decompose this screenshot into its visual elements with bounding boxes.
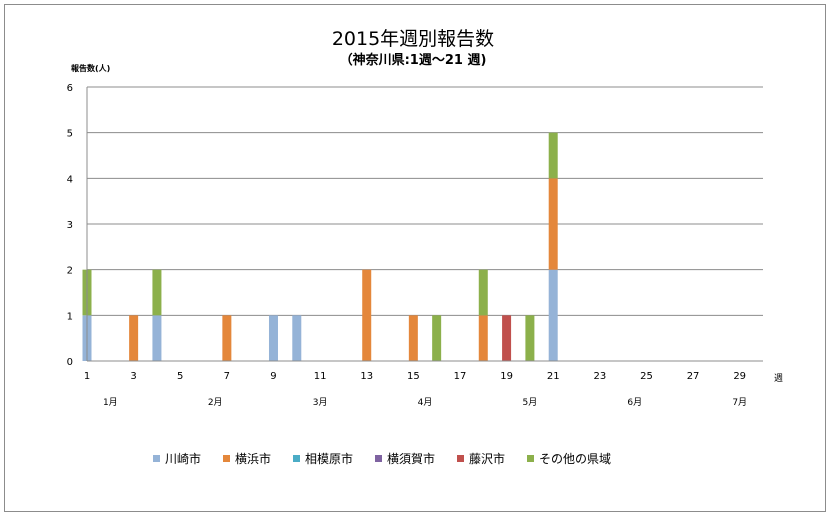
y-tick-label: 3 bbox=[67, 220, 73, 231]
y-tick-labels: 0 1 2 3 4 5 6 bbox=[67, 83, 73, 368]
legend-swatch bbox=[153, 455, 160, 462]
y-tick-label: 5 bbox=[67, 129, 73, 140]
gridlines bbox=[87, 86, 763, 316]
bar-segment bbox=[548, 269, 558, 361]
month-label: 7月 bbox=[732, 397, 747, 408]
bar-segment bbox=[478, 269, 488, 316]
stacked-bar-chart: 2015年週別報告数 （神奈川県:1週〜21 週) 報告数(人) 週 01234… bbox=[67, 28, 783, 466]
bar-segment bbox=[478, 315, 488, 361]
chart-subtitle: （神奈川県:1週〜21 週) bbox=[340, 52, 487, 68]
legend: 川崎市 横浜市 相模原市 横須賀市 藤沢市 その他の県域 bbox=[153, 451, 611, 466]
bar-segment bbox=[525, 315, 535, 361]
bar-segment bbox=[432, 315, 442, 361]
legend-label: 相模原市 bbox=[305, 451, 353, 466]
x-tick-label: 13 bbox=[360, 371, 373, 382]
x-tick-label: 17 bbox=[454, 371, 467, 382]
legend-swatch bbox=[457, 455, 464, 462]
bars-group bbox=[82, 132, 558, 361]
x-tick-label: 1 bbox=[84, 371, 90, 382]
month-labels: 1月 2月 3月 4月 5月 6月 7月 bbox=[103, 397, 747, 408]
y-axis-label: 報告数(人) bbox=[71, 63, 110, 73]
month-label: 6月 bbox=[627, 397, 642, 408]
legend-label: 横浜市 bbox=[235, 451, 271, 466]
bar-segment bbox=[548, 132, 558, 179]
x-tick-label: 29 bbox=[733, 371, 746, 382]
legend-label: その他の県域 bbox=[539, 452, 611, 466]
x-axis-label: 週 bbox=[774, 373, 783, 384]
bar-segment bbox=[152, 315, 162, 361]
x-tick-label: 19 bbox=[500, 371, 513, 382]
x-tick-labels: 1 3 5 7 9 11 13 15 17 19 21 23 25 27 29 bbox=[84, 371, 746, 382]
bar-segment bbox=[408, 315, 418, 361]
x-tick-label: 3 bbox=[130, 371, 136, 382]
bar-segment bbox=[152, 269, 162, 316]
axes bbox=[86, 87, 763, 362]
x-tick-label: 21 bbox=[547, 371, 560, 382]
legend-swatch bbox=[293, 455, 300, 462]
x-tick-label: 7 bbox=[224, 371, 230, 382]
legend-label: 横須賀市 bbox=[387, 451, 435, 466]
bar-segment bbox=[292, 315, 302, 361]
bar-segment bbox=[502, 315, 512, 361]
bar-segment bbox=[362, 269, 372, 361]
y-tick-label: 6 bbox=[67, 83, 73, 94]
x-tick-label: 23 bbox=[593, 371, 606, 382]
bar-segment bbox=[129, 315, 139, 361]
y-tick-label: 0 bbox=[67, 357, 73, 368]
bar-segment bbox=[268, 315, 278, 361]
legend-swatch bbox=[375, 455, 382, 462]
month-label: 5月 bbox=[523, 397, 538, 408]
month-label: 2月 bbox=[208, 397, 223, 408]
legend-label: 川崎市 bbox=[165, 451, 201, 466]
x-tick-label: 25 bbox=[640, 371, 653, 382]
chart-title: 2015年週別報告数 bbox=[332, 28, 494, 50]
bar-segment bbox=[548, 178, 558, 270]
legend-swatch bbox=[223, 455, 230, 462]
x-tick-label: 15 bbox=[407, 371, 420, 382]
legend-label: 藤沢市 bbox=[469, 451, 505, 466]
y-tick-label: 2 bbox=[67, 266, 73, 277]
x-tick-label: 9 bbox=[270, 371, 276, 382]
y-tick-label: 1 bbox=[67, 311, 73, 322]
month-label: 1月 bbox=[103, 397, 118, 408]
y-tick-label: 4 bbox=[67, 174, 73, 185]
bar-segment bbox=[222, 315, 232, 361]
x-tick-label: 5 bbox=[177, 371, 183, 382]
x-tick-label: 27 bbox=[687, 371, 700, 382]
x-tick-label: 11 bbox=[314, 371, 327, 382]
month-label: 3月 bbox=[313, 397, 328, 408]
month-label: 4月 bbox=[418, 397, 433, 408]
legend-swatch bbox=[527, 455, 534, 462]
